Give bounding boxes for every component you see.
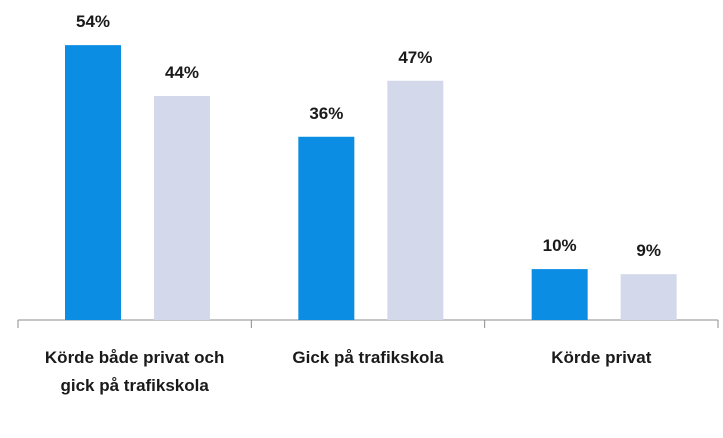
bar	[620, 274, 677, 320]
bar	[387, 80, 444, 321]
value-label: 10%	[543, 236, 577, 255]
bar	[65, 45, 121, 320]
value-label: 54%	[76, 12, 110, 31]
bar	[531, 269, 588, 320]
value-label: 36%	[309, 104, 343, 123]
x-tick-label: Körde både privat och gick på trafikskol…	[44, 348, 225, 395]
value-label: 44%	[165, 63, 199, 82]
value-label: 47%	[398, 48, 432, 67]
value-label: 9%	[636, 241, 661, 260]
bar	[154, 96, 210, 320]
x-tick-label: Gick på trafikskola	[292, 348, 444, 367]
bar	[298, 136, 355, 320]
x-tick-label: Körde privat	[551, 348, 652, 367]
